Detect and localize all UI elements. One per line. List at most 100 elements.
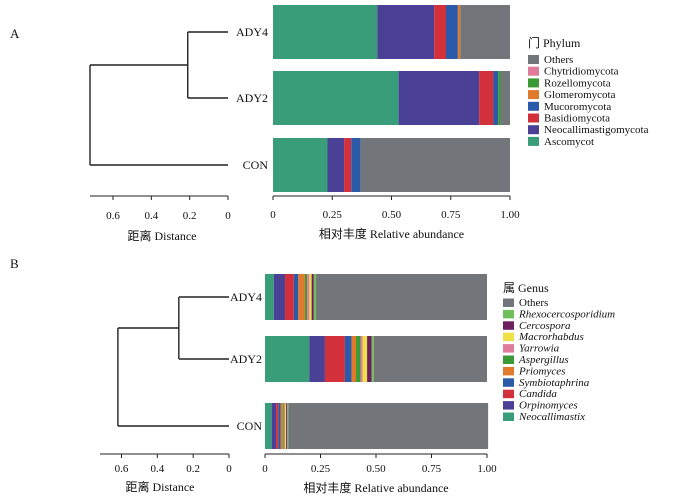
bar-segment-b-con-0 bbox=[265, 403, 272, 449]
bar-segment-a-ady4-3 bbox=[446, 5, 458, 59]
legend-label-a-rozellomycota: Rozellomycota bbox=[544, 77, 611, 89]
x-tick-label-b-2: 0.50 bbox=[366, 463, 386, 475]
category-label-a-ady4: ADY4 bbox=[236, 25, 268, 39]
tree-tick-label-a-0: 0.6 bbox=[106, 210, 120, 222]
bar-segment-b-con-4 bbox=[280, 403, 283, 449]
legend-label-b-rhexocercosporidium: Rhexocercosporidium bbox=[518, 308, 615, 320]
bar-segment-b-ady2-1 bbox=[309, 336, 325, 382]
bar-segment-a-con-3 bbox=[351, 138, 361, 192]
bar-segment-b-ady4-8 bbox=[311, 274, 314, 320]
tree-axis-label-b: 距离 Distance bbox=[126, 479, 195, 494]
bar-segment-b-ady2-7 bbox=[362, 336, 368, 382]
bar-segment-b-ady4-7 bbox=[309, 274, 312, 320]
bar-segment-a-con-0 bbox=[273, 138, 328, 192]
bar-segment-b-ady2-9 bbox=[371, 336, 374, 382]
legend-swatch-a-chytridiomycota bbox=[528, 66, 539, 76]
legend-swatch-a-neocallimastigomycota bbox=[528, 125, 539, 135]
category-label-a-ady2: ADY2 bbox=[236, 91, 268, 105]
x-tick-label-b-4: 1.00 bbox=[477, 463, 497, 475]
x-tick-label-a-3: 0.75 bbox=[441, 209, 461, 221]
tree-tick-label-b-0: 0.6 bbox=[115, 463, 129, 475]
legend-label-b-others: Others bbox=[519, 297, 548, 309]
legend-label-a-basidiomycota: Basidiomycota bbox=[544, 113, 610, 125]
bar-segment-a-ady4-7 bbox=[460, 5, 510, 59]
legend-swatch-a-others bbox=[528, 55, 539, 64]
category-label-b-con: CON bbox=[237, 419, 263, 433]
legend-swatch-a-basidiomycota bbox=[528, 113, 539, 123]
x-tick-label-b-1: 0.25 bbox=[311, 463, 331, 475]
bar-segment-a-con-1 bbox=[327, 138, 345, 192]
bar-segment-a-ady2-1 bbox=[398, 71, 480, 125]
bar-segment-b-ady2-0 bbox=[265, 336, 310, 382]
legend-swatch-b-yarrowia bbox=[503, 344, 514, 353]
legend-label-b-aspergillus: Aspergillus bbox=[518, 354, 569, 366]
bar-segment-b-ady2-5 bbox=[356, 336, 361, 382]
legend-swatch-b-cercospora bbox=[503, 321, 514, 330]
legend-swatch-b-orpinomyces bbox=[503, 401, 514, 410]
legend-swatch-a-glomeromycota bbox=[528, 90, 539, 100]
category-label-a-con: CON bbox=[243, 158, 269, 172]
bar-segment-a-con-2 bbox=[344, 138, 352, 192]
x-axis-label-a: 相对丰度 Relative abundance bbox=[319, 226, 464, 241]
legend-swatch-a-ascomycot bbox=[528, 136, 539, 146]
legend-label-b-cercospora: Cercospora bbox=[519, 320, 571, 332]
bar-segment-b-ady2-2 bbox=[324, 336, 345, 382]
bar-segment-a-con-7 bbox=[360, 138, 510, 192]
bar-segment-b-con-8 bbox=[286, 403, 288, 449]
legend-label-a-mucoromycota: Mucoromycota bbox=[544, 101, 611, 113]
bar-segment-b-con-7 bbox=[284, 403, 287, 449]
bar-segment-b-ady4-0 bbox=[265, 274, 274, 320]
bar-segment-b-ady4-5 bbox=[304, 274, 308, 320]
legend-label-a-others: Others bbox=[544, 54, 573, 66]
bar-segment-a-ady4-0 bbox=[273, 5, 378, 59]
bar-segment-b-ady4-2 bbox=[284, 274, 294, 320]
legend-label-b-yarrowia: Yarrowia bbox=[519, 343, 560, 355]
bar-segment-b-ady4-6 bbox=[307, 274, 310, 320]
bar-segment-b-con-9 bbox=[287, 403, 289, 449]
tree-tick-label-a-3: 0 bbox=[225, 210, 231, 222]
legend-swatch-b-macrorhabdus bbox=[503, 332, 514, 342]
bar-segment-b-ady4-1 bbox=[273, 274, 285, 320]
bar-segment-b-con-2 bbox=[276, 403, 279, 449]
legend-title-b: 属 Genus bbox=[503, 281, 549, 295]
legend-swatch-b-others bbox=[503, 298, 514, 307]
x-tick-label-a-4: 1.00 bbox=[500, 209, 520, 221]
bar-segment-a-ady2-2 bbox=[479, 71, 494, 125]
bar-segment-b-ady4-4 bbox=[298, 274, 305, 320]
tree-tick-label-b-1: 0.4 bbox=[150, 463, 164, 475]
legend-label-b-orpinomyces: Orpinomyces bbox=[519, 400, 578, 412]
x-tick-label-a-1: 0.25 bbox=[323, 209, 343, 221]
legend-swatch-b-symbiotaphrina bbox=[503, 378, 514, 387]
legend-swatch-b-priomyces bbox=[503, 366, 514, 376]
bar-segment-b-ady2-10 bbox=[373, 336, 487, 382]
tree-tick-label-a-1: 0.4 bbox=[144, 210, 158, 222]
bar-segment-b-ady2-6 bbox=[360, 336, 363, 382]
legend-label-a-glomeromycota: Glomeromycota bbox=[544, 89, 616, 101]
category-label-b-ady4: ADY4 bbox=[230, 290, 262, 304]
panel-label-a: A bbox=[10, 26, 20, 41]
tree-tick-label-b-3: 0 bbox=[226, 463, 232, 475]
tree-tick-label-a-2: 0.2 bbox=[183, 210, 197, 222]
legend-swatch-a-rozellomycota bbox=[528, 78, 539, 88]
legend-label-a-chytridiomycota: Chytridiomycota bbox=[544, 66, 619, 78]
legend-label-a-ascomycot: Ascomycot bbox=[544, 136, 594, 148]
legend-swatch-b-rhexocercosporidium bbox=[503, 309, 514, 319]
legend-label-b-macrorhabdus: Macrorhabdus bbox=[518, 331, 584, 343]
x-tick-label-b-0: 0 bbox=[262, 463, 268, 475]
legend-label-b-priomyces: Priomyces bbox=[518, 365, 565, 377]
tree-axis-label-a: 距离 Distance bbox=[128, 228, 197, 243]
bar-segment-b-con-1 bbox=[271, 403, 277, 449]
bar-segment-a-ady4-4 bbox=[457, 5, 461, 59]
x-tick-label-b-3: 0.75 bbox=[422, 463, 442, 475]
bar-segment-b-con-6 bbox=[283, 403, 285, 449]
bar-segment-b-con-3 bbox=[278, 403, 281, 449]
legend-label-a-neocallimastigomycota: Neocallimastigomycota bbox=[544, 124, 649, 136]
x-tick-label-a-2: 0.50 bbox=[382, 209, 402, 221]
legend-swatch-b-neocallimastix bbox=[503, 412, 514, 421]
bar-segment-a-ady2-5 bbox=[498, 71, 501, 125]
legend-swatch-b-candida bbox=[503, 389, 514, 399]
legend-label-b-symbiotaphrina: Symbiotaphrina bbox=[519, 377, 590, 389]
bar-segment-b-ady4-3 bbox=[293, 274, 299, 320]
bar-segment-a-ady4-1 bbox=[377, 5, 435, 59]
